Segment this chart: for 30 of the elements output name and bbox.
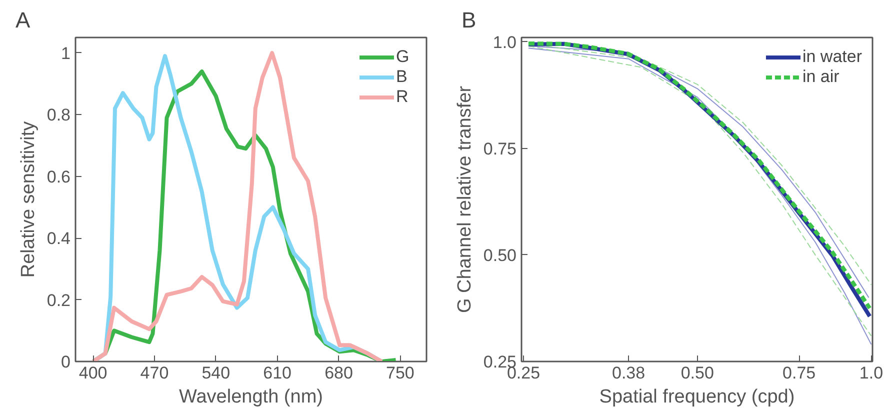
- legend-label: B: [396, 67, 408, 87]
- y-tick-label: 1.0: [492, 32, 517, 52]
- x-tick-label: 610: [263, 364, 292, 382]
- x-tick-label: 0.50: [680, 364, 714, 382]
- chart-title: A: [16, 8, 30, 32]
- legend-label: R: [396, 87, 410, 107]
- y-tick-label: 0.75: [483, 139, 517, 158]
- x-axis-title: Spatial frequency (cpd): [599, 386, 795, 408]
- y-tick-label: 0.2: [46, 290, 71, 310]
- x-tick-label: 0.75: [782, 364, 816, 382]
- legend-label: in air: [802, 67, 840, 87]
- y-tick-label: 0.8: [46, 106, 71, 125]
- x-tick-label: 400: [78, 364, 108, 382]
- x-tick-label: 750: [386, 364, 414, 382]
- y-tick-label: 0.4: [46, 229, 71, 248]
- y-tick-label: 0.50: [483, 246, 517, 265]
- x-tick-label: 0.38: [612, 364, 646, 382]
- y-axis-title: G Channel relative transfer: [454, 85, 476, 314]
- y-tick-label: 0.6: [46, 167, 71, 186]
- chart-title: B: [462, 8, 476, 32]
- x-axis-title: Wavelength (nm): [179, 386, 323, 408]
- x-tick-label: 540: [202, 364, 230, 382]
- x-tick-label: 680: [324, 364, 353, 382]
- legend-label: in water: [802, 47, 862, 67]
- y-axis-title: Relative sensitivity: [18, 120, 39, 278]
- x-tick-label: 470: [140, 364, 169, 382]
- y-tick-label: 1: [61, 44, 71, 63]
- x-tick-label: 1.0: [859, 364, 884, 382]
- legend-label: G: [396, 47, 410, 67]
- y-tick-label: 0: [61, 352, 71, 372]
